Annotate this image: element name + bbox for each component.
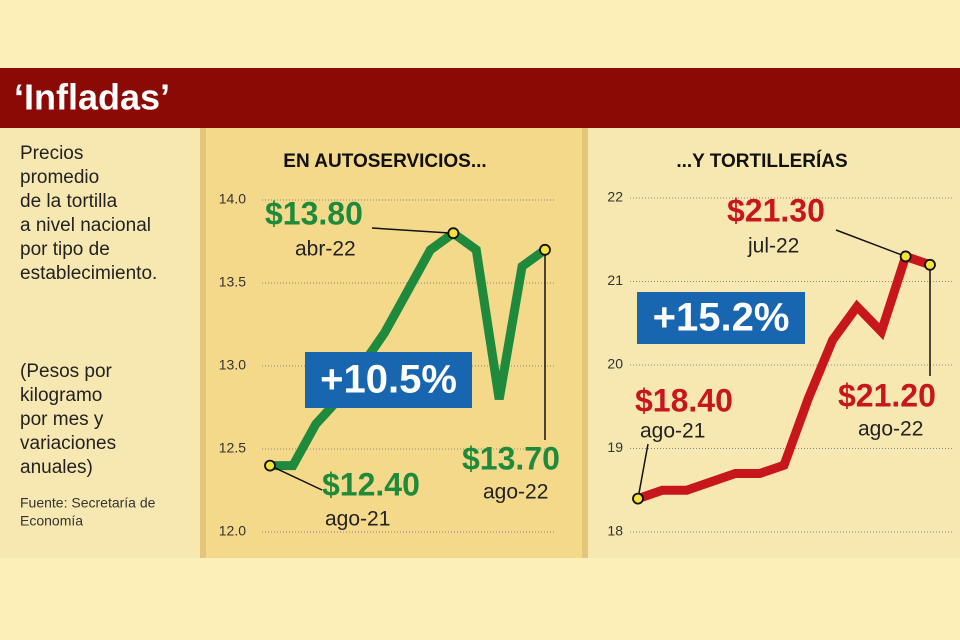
description-line: de la tortilla — [20, 191, 118, 212]
value-label: $13.80 — [265, 195, 363, 231]
y-tick-label: 21 — [607, 272, 623, 288]
y-tick-label: 18 — [607, 523, 623, 539]
header-band — [0, 68, 960, 128]
point-marker — [539, 243, 551, 256]
y-tick-label: 13.0 — [219, 357, 246, 373]
source-line: Fuente: Secretaría de — [20, 495, 156, 511]
point-marker — [447, 227, 460, 240]
data-line — [636, 250, 932, 503]
change-label: +15.2% — [653, 296, 790, 340]
date-label: ago-22 — [483, 481, 548, 504]
change-label: +10.5% — [320, 358, 457, 402]
source-line: Economía — [20, 513, 83, 529]
page-title: ‘Infladas’ — [14, 77, 170, 118]
panel-shadow — [200, 128, 206, 558]
description-line: por tipo de — [20, 239, 110, 260]
leader-line — [269, 464, 323, 491]
change-box — [637, 292, 805, 344]
data-line — [270, 227, 548, 471]
date-label: jul-22 — [747, 235, 799, 258]
description-line: promedio — [20, 167, 99, 188]
y-tick-label: 12.5 — [219, 440, 246, 456]
leader-line — [835, 229, 906, 258]
y-tick-label: 22 — [607, 189, 623, 205]
value-label: $13.70 — [462, 440, 560, 476]
point-marker — [264, 459, 276, 472]
note-line: kilogramo — [20, 385, 102, 406]
y-tick-label: 14.0 — [219, 191, 246, 207]
value-label: $12.40 — [322, 466, 420, 502]
leader-line — [637, 443, 649, 499]
y-tick-label: 12.0 — [219, 523, 246, 539]
y-tick-label: 13.5 — [219, 274, 246, 290]
left-panel — [0, 128, 200, 558]
leader-line — [371, 227, 454, 234]
description-line: Precios — [20, 143, 83, 164]
chart-title: ...Y TORTILLERÍAS — [676, 150, 847, 172]
point-marker — [632, 492, 644, 505]
note-line: (Pesos por — [20, 361, 113, 382]
y-tick-label: 20 — [607, 356, 623, 372]
y-tick-label: 19 — [607, 439, 623, 455]
panel-shadow — [582, 128, 588, 558]
value-label: $18.40 — [635, 382, 733, 418]
value-label: $21.20 — [838, 377, 936, 413]
description-line: a nivel nacional — [20, 215, 151, 236]
point-marker — [924, 258, 936, 271]
description-line: establecimiento. — [20, 263, 157, 284]
note-line: por mes y — [20, 409, 104, 430]
date-label: ago-22 — [858, 418, 923, 441]
date-label: abr-22 — [295, 238, 356, 261]
point-marker — [899, 250, 912, 263]
change-box — [305, 352, 472, 408]
chart-title: EN AUTOSERVICIOS... — [283, 151, 486, 172]
date-label: ago-21 — [640, 420, 705, 443]
note-line: variaciones — [20, 433, 116, 454]
value-label: $21.30 — [727, 192, 825, 228]
note-line: anuales) — [20, 457, 93, 478]
date-label: ago-21 — [325, 508, 390, 531]
